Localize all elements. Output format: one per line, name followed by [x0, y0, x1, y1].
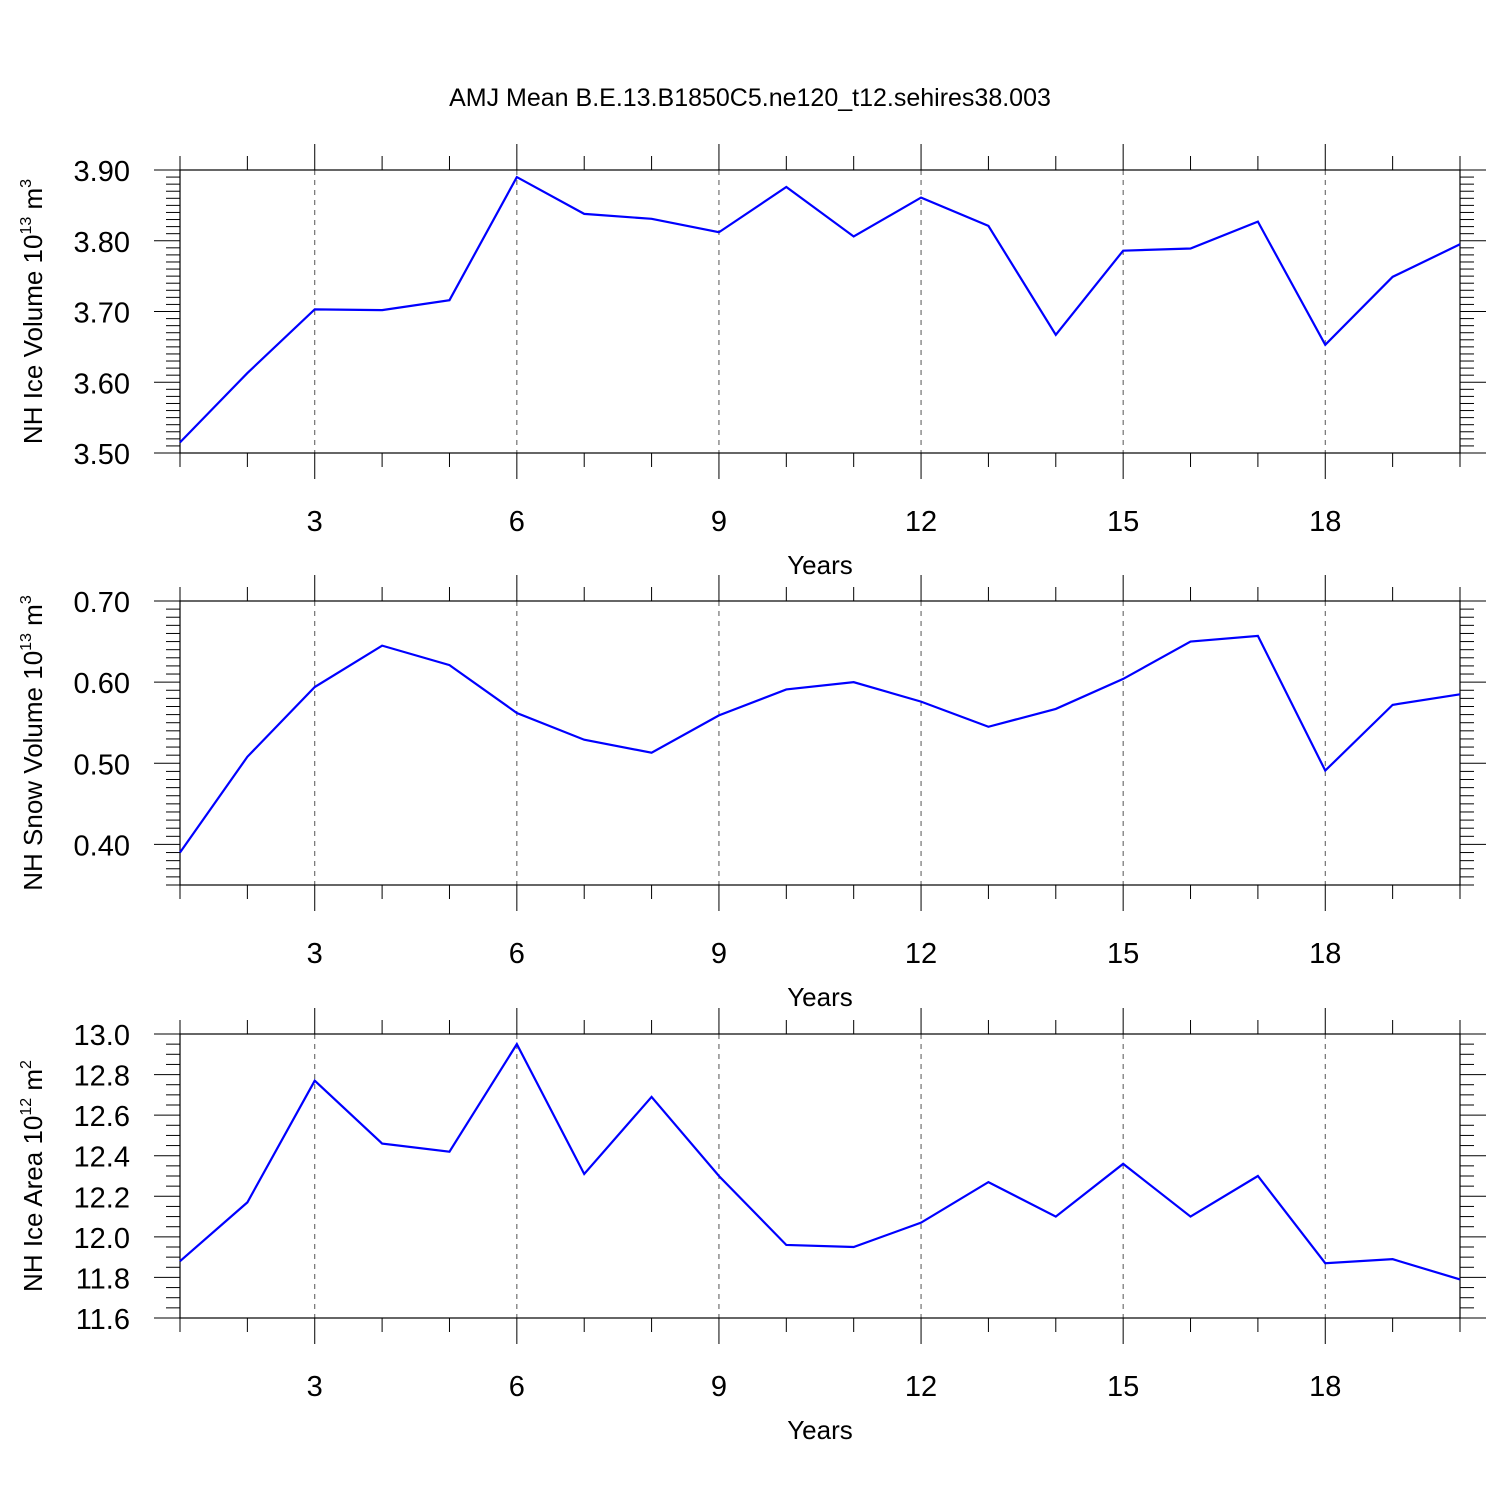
x-tick-label: 6: [509, 1371, 525, 1403]
x-tick-label: 12: [905, 1371, 937, 1403]
y-axis-label: NH Snow Volume 1013 m3: [18, 595, 48, 891]
x-tick-label: 3: [307, 938, 323, 970]
y-tick-label: 0.50: [74, 749, 130, 781]
x-tick-label: 12: [905, 506, 937, 538]
chart-title: AMJ Mean B.E.13.B1850C5.ne120_t12.sehire…: [449, 84, 1051, 112]
plot-frame: [179, 1033, 1461, 1319]
x-tick-label: 3: [307, 1371, 323, 1403]
y-tick-label: 12.4: [74, 1142, 130, 1174]
x-tick-label: 18: [1309, 1371, 1341, 1403]
x-tick-label: 18: [1309, 938, 1341, 970]
y-axis-label: NH Ice Area 1012 m2: [18, 1060, 48, 1292]
y-tick-label: 12.6: [74, 1101, 130, 1133]
x-tick-label: 9: [711, 938, 727, 970]
y-tick-label: 3.50: [74, 439, 130, 471]
x-tick-label: 9: [711, 506, 727, 538]
x-tick-label: 3: [307, 506, 323, 538]
y-tick-label: 12.0: [74, 1223, 130, 1255]
x-axis-label: Years: [787, 550, 853, 580]
x-tick-label: 9: [711, 1371, 727, 1403]
series-line: [179, 634, 1461, 854]
plot-frame: [179, 600, 1461, 886]
x-tick-label: 6: [509, 938, 525, 970]
y-tick-label: 13.0: [74, 1020, 130, 1052]
series-line: [179, 175, 1461, 444]
y-tick-label: 3.90: [74, 156, 130, 188]
y-tick-label: 12.8: [74, 1061, 130, 1093]
y-tick-label: 3.70: [74, 298, 130, 330]
x-tick-label: 12: [905, 938, 937, 970]
x-tick-label: 18: [1309, 506, 1341, 538]
y-tick-label: 0.40: [74, 830, 130, 862]
chart-panel-3: 3 6 9 12 15 18 11.6 11.8 12.0 12.2 12.4 12.6 12.8 13.…: [18, 1008, 1486, 1445]
y-tick-label: 3.80: [74, 227, 130, 259]
x-tick-label: 15: [1107, 1371, 1139, 1403]
y-tick-label: 3.60: [74, 368, 130, 400]
series-line: [179, 1041, 1461, 1281]
y-tick-label: 12.2: [74, 1182, 130, 1214]
chart-panel-1: 3 6 9 12 15 18 3.50 3.60 3.70 3.80 3.90 Years NH Ice…: [18, 144, 1486, 580]
y-tick-label: 0.70: [74, 587, 130, 619]
x-axis-label: Years: [787, 982, 853, 1012]
x-tick-label: 15: [1107, 506, 1139, 538]
x-axis-label: Years: [787, 1415, 853, 1445]
y-tick-label: 0.60: [74, 668, 130, 700]
x-tick-label: 15: [1107, 938, 1139, 970]
y-axis-label: NH Ice Volume 1013 m3: [18, 179, 48, 444]
y-tick-label: 11.8: [76, 1263, 130, 1295]
chart-panel-2: 3 6 9 12 15 18 0.40 0.50 0.60 0.70 Years NH Snow Vo…: [18, 575, 1486, 1012]
x-tick-label: 6: [509, 506, 525, 538]
y-tick-label: 11.6: [76, 1304, 130, 1336]
